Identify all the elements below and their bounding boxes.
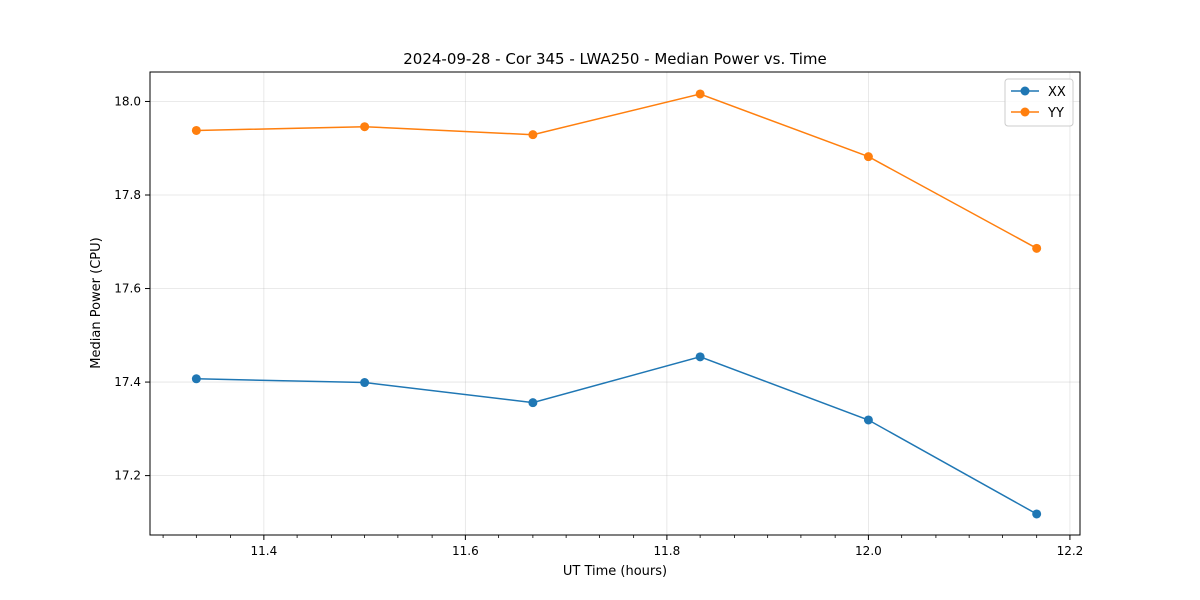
- data-point-yy: [528, 130, 538, 140]
- y-tick-label: 17.2: [114, 469, 141, 483]
- x-tick-label: 11.8: [654, 544, 681, 558]
- chart-title: 2024-09-28 - Cor 345 - LWA250 - Median P…: [403, 50, 827, 68]
- data-point-xx: [528, 398, 538, 408]
- plot-frame: [149, 71, 1081, 536]
- series-line-yy: [196, 93, 1038, 249]
- data-point-xx: [1032, 509, 1042, 519]
- data-point-xx: [360, 378, 370, 388]
- data-point-yy: [863, 152, 873, 162]
- data-point-yy: [1032, 243, 1042, 253]
- legend-marker-xx: [1020, 86, 1030, 96]
- y-tick-label: 17.8: [114, 188, 141, 202]
- data-point-xx: [695, 352, 705, 362]
- x-tick-label: 12.0: [855, 544, 882, 558]
- x-tick-label: 11.4: [250, 544, 277, 558]
- x-axis-label: UT Time (hours): [563, 564, 667, 579]
- series-layer: [191, 89, 1042, 519]
- legend-label-xx: XX: [1048, 85, 1066, 100]
- data-point-xx: [191, 374, 201, 384]
- grid: [150, 72, 1080, 535]
- y-axis: 17.2 17.4 17.6 17.8 18.0: [114, 94, 150, 483]
- legend-label-yy: YY: [1047, 106, 1064, 121]
- x-tick-label: 11.6: [452, 544, 479, 558]
- data-point-yy: [360, 122, 370, 132]
- legend-marker-yy: [1020, 107, 1030, 117]
- y-tick-label: 17.4: [114, 375, 141, 389]
- series-line-xx: [196, 356, 1038, 515]
- y-tick-label: 17.6: [114, 282, 141, 296]
- data-point-yy: [191, 125, 201, 135]
- x-tick-label: 12.2: [1057, 544, 1084, 558]
- data-point-yy: [695, 89, 705, 99]
- data-point-xx: [863, 415, 873, 425]
- y-tick-label: 18.0: [114, 94, 141, 108]
- y-axis-label: Median Power (CPU): [89, 237, 104, 368]
- x-axis: 11.4 11.6 11.8 12.0 12.2: [162, 535, 1084, 558]
- legend: XX YY: [1004, 78, 1074, 127]
